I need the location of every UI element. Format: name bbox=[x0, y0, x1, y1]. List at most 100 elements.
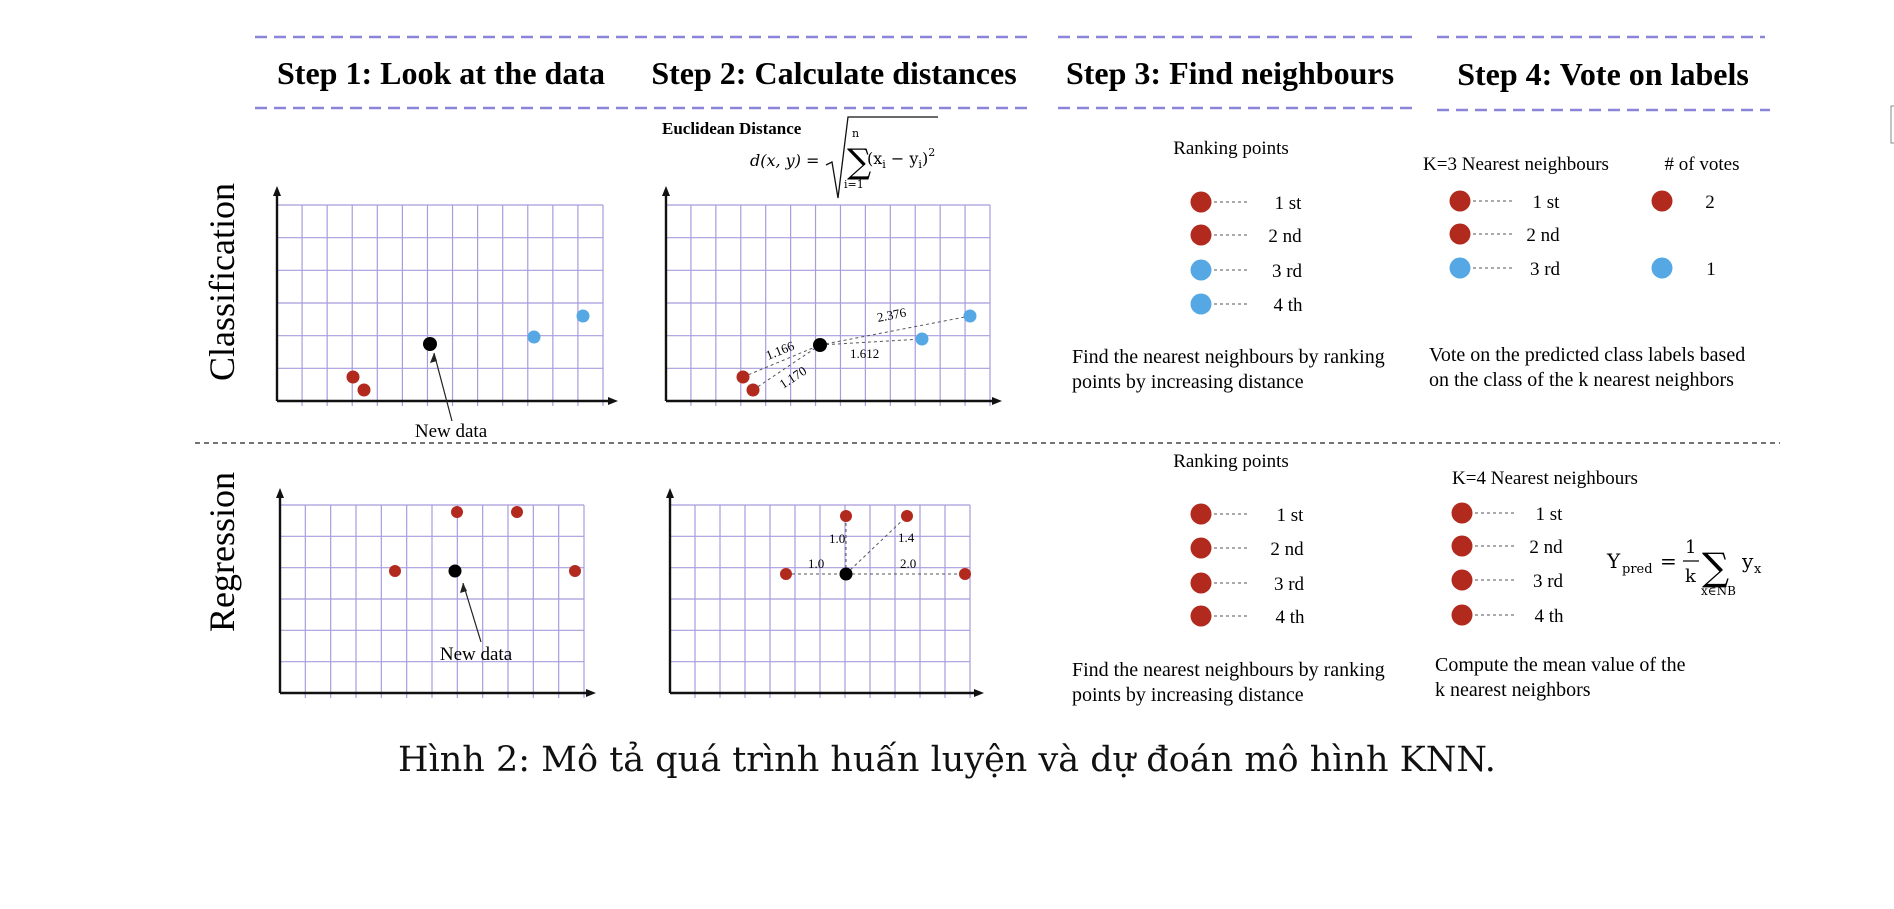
new-data-label: New data bbox=[440, 644, 513, 665]
distance-label: 1.0 bbox=[808, 556, 824, 571]
red-point bbox=[840, 510, 852, 522]
y-axis-arrow-icon bbox=[666, 488, 674, 498]
red-point bbox=[780, 568, 792, 580]
step4-class-desc-line2: on the class of the k nearest neighbors bbox=[1429, 369, 1734, 391]
red-vote-count: 2 bbox=[1705, 192, 1715, 213]
rank-label: 2 nd bbox=[1526, 225, 1560, 246]
grid-lines bbox=[277, 204, 604, 406]
red-point bbox=[1190, 605, 1212, 627]
ranking-title: Ranking points bbox=[1173, 138, 1289, 159]
blue-point bbox=[576, 309, 590, 323]
red-point bbox=[746, 383, 760, 397]
classification-step1-plot bbox=[273, 186, 618, 406]
grid-lines bbox=[670, 504, 971, 698]
formula-num: 1 bbox=[1685, 537, 1696, 558]
rank-label: 2 nd bbox=[1270, 539, 1304, 560]
classification-ranking: Ranking points 1 st 2 nd 3 rd 4 th Find … bbox=[1072, 138, 1385, 393]
formula-eq: = bbox=[1660, 549, 1677, 573]
blue-point bbox=[915, 332, 929, 346]
red-point bbox=[357, 383, 371, 397]
distance-label: 1.170 bbox=[776, 363, 809, 392]
euclidean-power: 2 bbox=[928, 146, 935, 159]
regression-vote: K=4 Nearest neighbours 1 st 2 nd 3 rd 4 … bbox=[1435, 468, 1762, 701]
blue-point bbox=[1190, 259, 1212, 281]
step3-desc-line2: points by increasing distance bbox=[1072, 684, 1304, 706]
distance-label: 2.376 bbox=[876, 305, 908, 325]
formula-den: k bbox=[1685, 566, 1697, 587]
regression-step2-points: 1.0 1.0 1.4 2.0 bbox=[780, 510, 971, 581]
red-point bbox=[1449, 190, 1471, 212]
euclidean-sub-i: i bbox=[882, 158, 886, 171]
distance-label: 1.166 bbox=[764, 338, 797, 363]
ranking-title: Ranking points bbox=[1173, 451, 1289, 472]
new-data-arrow bbox=[462, 582, 482, 643]
classification-vote: K=3 Nearest neighbours # of votes 1 st 2… bbox=[1423, 154, 1745, 391]
red-point bbox=[1449, 223, 1471, 245]
new-data-arrow bbox=[433, 352, 453, 422]
euclidean-sum-top: n bbox=[852, 127, 859, 140]
rank-label: 1 st bbox=[1536, 504, 1564, 525]
distance-label: 1.612 bbox=[850, 346, 879, 361]
x-axis-arrow-icon bbox=[608, 397, 618, 405]
red-point bbox=[1451, 502, 1473, 524]
x-axis-arrow-icon bbox=[992, 397, 1002, 405]
distance-label: 1.0 bbox=[829, 531, 845, 546]
red-point bbox=[901, 510, 913, 522]
blue-point bbox=[1190, 293, 1212, 315]
y-axis-arrow-icon bbox=[273, 186, 281, 196]
rank-label: 3 rd bbox=[1272, 261, 1303, 282]
blue-point bbox=[963, 309, 977, 323]
sqrt-sign-icon bbox=[825, 116, 938, 199]
euclidean-title: Euclidean Distance bbox=[662, 119, 802, 138]
red-point bbox=[511, 506, 523, 518]
step4-class-desc-line1: Vote on the predicted class labels based bbox=[1429, 344, 1745, 366]
step3-title: Step 3: Find neighbours bbox=[1066, 55, 1394, 91]
figure-caption: Hình 2: Mô tả quá trình huấn luyện và dự… bbox=[398, 740, 1496, 780]
blue-vote-icon bbox=[1651, 257, 1673, 279]
red-point bbox=[1190, 537, 1212, 559]
regression-step1-plot bbox=[276, 488, 596, 698]
row-label-regression: Regression bbox=[202, 472, 242, 632]
blue-point bbox=[527, 330, 541, 344]
euclidean-sum-bottom: i=1 bbox=[844, 178, 864, 191]
new-data-point bbox=[813, 338, 827, 352]
arrow-head-icon bbox=[430, 353, 437, 363]
red-point bbox=[1190, 224, 1212, 246]
red-point bbox=[736, 370, 750, 384]
x-axis-arrow-icon bbox=[586, 689, 596, 697]
formula-yx: y bbox=[1741, 549, 1754, 573]
new-data-label: New data bbox=[415, 421, 488, 442]
rank-label: 2 nd bbox=[1529, 537, 1563, 558]
k4-label: K=4 Nearest neighbours bbox=[1452, 468, 1638, 489]
red-point bbox=[569, 565, 581, 577]
new-data-point bbox=[423, 337, 437, 351]
header-dashed-lines bbox=[255, 35, 1770, 112]
distance-label: 2.0 bbox=[900, 556, 916, 571]
x-axis-arrow-icon bbox=[974, 689, 984, 697]
step3-desc-line1: Find the nearest neighbours by ranking bbox=[1072, 659, 1385, 681]
red-point bbox=[1451, 569, 1473, 591]
step4-title: Step 4: Vote on labels bbox=[1457, 56, 1749, 92]
step2-title: Step 2: Calculate distances bbox=[651, 55, 1016, 91]
formula-x: x bbox=[1754, 562, 1762, 577]
euclidean-lhs: d(x, y) = bbox=[750, 151, 819, 170]
step3-desc-line1: Find the nearest neighbours by ranking bbox=[1072, 346, 1385, 368]
blue-vote-count: 1 bbox=[1706, 259, 1716, 280]
votes-label: # of votes bbox=[1665, 154, 1740, 175]
formula-pred: pred bbox=[1622, 562, 1653, 577]
grid-lines bbox=[666, 204, 991, 406]
step4-reg-desc-line2: k nearest neighbors bbox=[1435, 679, 1591, 701]
formula-y: Y bbox=[1606, 549, 1621, 573]
red-point bbox=[959, 568, 971, 580]
red-point bbox=[1190, 572, 1212, 594]
red-point bbox=[1190, 191, 1212, 213]
rank-label: 3 rd bbox=[1530, 259, 1561, 280]
edge-bracket bbox=[1890, 105, 1894, 144]
red-point bbox=[451, 506, 463, 518]
red-point bbox=[1451, 535, 1473, 557]
rank-label: 1 st bbox=[1275, 193, 1303, 214]
y-axis-arrow-icon bbox=[662, 186, 670, 196]
k3-label: K=3 Nearest neighbours bbox=[1423, 154, 1609, 175]
step4-reg-desc-line1: Compute the mean value of the bbox=[1435, 654, 1686, 676]
red-point bbox=[346, 370, 360, 384]
